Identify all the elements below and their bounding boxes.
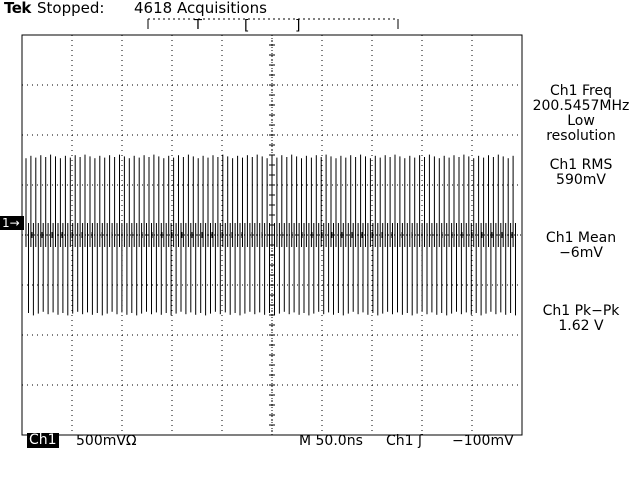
meas-pkpk-label: Ch1 Pk−Pk	[542, 303, 620, 319]
meas-rms-value: 590mV	[556, 172, 606, 188]
meas-mean-value: −6mV	[559, 245, 603, 261]
brand-logo: Tek	[4, 0, 31, 17]
timebase: M 50.0ns	[299, 433, 363, 449]
channel-label: Ch1	[27, 432, 59, 448]
waveform-trace	[25, 154, 516, 316]
meas-mean-label: Ch1 Mean	[545, 230, 617, 246]
acquisition-state: Stopped:	[37, 0, 105, 17]
meas-pkpk-value: 1.62 V	[558, 318, 604, 334]
meas-freq-note2: resolution	[546, 128, 616, 144]
meas-freq-label: Ch1 Freq	[550, 83, 612, 99]
trigger-level: −100mV	[452, 433, 514, 449]
acquisition-count: 4618 Acquisitions	[134, 0, 267, 17]
meas-pkpk: Ch1 Pk−Pk 1.62 V	[522, 304, 640, 334]
meas-rms-label: Ch1 RMS	[549, 157, 613, 173]
record-position-bar: T [ ]	[147, 18, 399, 34]
vertical-scale: 500mVΩ	[76, 433, 137, 449]
meas-mean: Ch1 Mean −6mV	[522, 231, 640, 261]
trigger-source: Ch1 ʃ	[386, 433, 423, 449]
meas-freq-value: 200.5457MHz	[532, 98, 630, 114]
meas-rms: Ch1 RMS 590mV	[522, 158, 640, 188]
trigger-position-marker: T	[193, 18, 202, 33]
window-open-bracket: [	[244, 18, 249, 34]
meas-freq: Ch1 Freq 200.5457MHz Low resolution	[522, 84, 640, 144]
window-close-bracket: ]	[295, 18, 300, 34]
channel-ground-marker: 1→	[0, 216, 24, 230]
meas-freq-note: Low	[567, 113, 595, 129]
